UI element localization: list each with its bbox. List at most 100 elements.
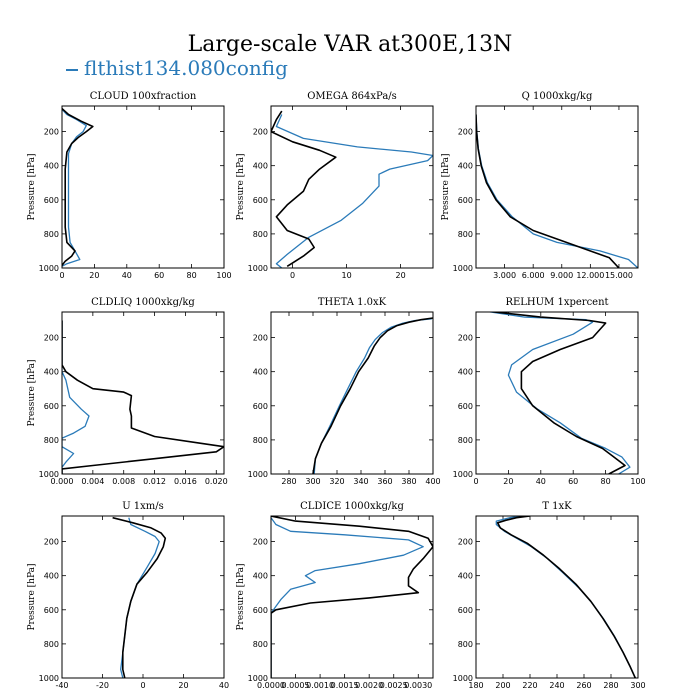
y-tick-label: 1000 xyxy=(248,674,268,683)
series-line-config xyxy=(271,517,424,678)
series-line-reference xyxy=(62,108,94,266)
x-tick-label: 15.000 xyxy=(605,271,633,280)
panel-title: THETA 1.0xK xyxy=(318,297,387,308)
x-tick-label: 0.0000 xyxy=(257,681,285,690)
series-line-config xyxy=(62,320,90,474)
panel-title: T 1xK xyxy=(542,501,572,512)
y-tick-label: 600 xyxy=(458,196,473,205)
y-tick-label: 400 xyxy=(44,162,59,171)
legend-line-swatch xyxy=(66,68,78,71)
series-line-config xyxy=(486,312,631,474)
series-line-reference xyxy=(271,516,433,678)
legend: flthist134.080config xyxy=(66,56,288,80)
x-tick-label: 60 xyxy=(568,477,578,486)
x-tick-label: 320 xyxy=(329,477,344,486)
y-tick-label: 800 xyxy=(458,230,473,239)
y-tick-label: 200 xyxy=(253,128,268,137)
x-tick-label: 0.0025 xyxy=(380,681,408,690)
x-tick-label: 280 xyxy=(281,477,296,486)
x-tick-label: 100 xyxy=(630,477,645,486)
x-tick-label: 20 xyxy=(503,477,513,486)
y-tick-label: 600 xyxy=(44,402,59,411)
series-line-reference xyxy=(62,320,224,474)
y-axis-label: Pressure [hPa] xyxy=(27,359,37,426)
x-tick-label: 220 xyxy=(522,681,537,690)
panel-8: CLDICE 1000xkg/kg20040060080010000.00000… xyxy=(236,501,434,690)
x-tick-label: -40 xyxy=(55,681,68,690)
y-tick-label: 1000 xyxy=(453,674,473,683)
y-tick-label: 200 xyxy=(458,334,473,343)
y-tick-label: 200 xyxy=(44,538,59,547)
panel-5: THETA 1.0xK 200 400 600 800 1000 280 300 320 340 3… xyxy=(248,297,441,486)
x-tick-label: 180 xyxy=(468,681,483,690)
y-tick-label: 200 xyxy=(253,334,268,343)
x-tick-label: 200 xyxy=(495,681,510,690)
panel-title: CLOUD 100xfraction xyxy=(90,91,197,102)
y-tick-label: 400 xyxy=(458,368,473,377)
panel-title: U 1xm/s xyxy=(122,501,164,512)
y-tick-label: 400 xyxy=(253,162,268,171)
plot-frame xyxy=(61,105,225,269)
y-tick-label: 1000 xyxy=(453,264,473,273)
x-tick-label: 280 xyxy=(603,681,618,690)
x-tick-label: 80 xyxy=(187,271,197,280)
x-tick-label: 0.0015 xyxy=(331,681,359,690)
y-tick-label: 800 xyxy=(253,640,268,649)
x-tick-label: 0.008 xyxy=(112,477,135,486)
y-tick-label: 1000 xyxy=(39,470,59,479)
y-tick-label: 400 xyxy=(458,572,473,581)
x-tick-label: 0.0005 xyxy=(282,681,310,690)
x-tick-label: 0.016 xyxy=(174,477,197,486)
y-tick-label: 800 xyxy=(253,436,268,445)
y-tick-label: 600 xyxy=(253,402,268,411)
y-tick-label: 200 xyxy=(458,128,473,137)
y-tick-label: 800 xyxy=(44,436,59,445)
x-tick-label: 100 xyxy=(216,271,231,280)
y-axis-label: Pressure [hPa] xyxy=(236,153,246,220)
x-tick-label: 0.0030 xyxy=(404,681,432,690)
plot-frame xyxy=(270,105,434,269)
series-line-config xyxy=(476,114,638,268)
y-tick-label: 1000 xyxy=(248,264,268,273)
plot-frame xyxy=(475,105,639,269)
plot-frame xyxy=(61,515,225,679)
x-tick-label: 0 xyxy=(59,271,64,280)
x-tick-label: 0.000 xyxy=(51,477,74,486)
x-tick-label: 400 xyxy=(425,477,440,486)
series-line-reference xyxy=(496,516,637,678)
y-tick-label: 200 xyxy=(458,538,473,547)
y-tick-label: 400 xyxy=(44,368,59,377)
panel-title: OMEGA 864xPa/s xyxy=(307,91,397,102)
y-tick-label: 600 xyxy=(44,196,59,205)
x-tick-label: 340 xyxy=(353,477,368,486)
x-tick-label: 0.0010 xyxy=(306,681,334,690)
plot-frame xyxy=(475,515,639,679)
x-tick-label: -20 xyxy=(96,681,109,690)
panel-title: CLDLIQ 1000xkg/kg xyxy=(91,297,195,308)
x-tick-label: 0 xyxy=(473,477,478,486)
y-tick-label: 200 xyxy=(253,538,268,547)
x-tick-label: 40 xyxy=(122,271,132,280)
series-line-reference xyxy=(487,312,626,474)
y-axis-label: Pressure [hPa] xyxy=(27,153,37,220)
y-tick-label: 400 xyxy=(44,572,59,581)
plot-frame xyxy=(475,311,639,475)
y-tick-label: 600 xyxy=(458,606,473,615)
y-tick-label: 1000 xyxy=(453,470,473,479)
y-tick-label: 200 xyxy=(44,128,59,137)
x-tick-label: 9.000 xyxy=(550,271,573,280)
x-tick-label: 260 xyxy=(576,681,591,690)
series-line-config xyxy=(275,114,433,268)
x-tick-label: 20 xyxy=(89,271,99,280)
x-tick-label: 0 xyxy=(140,681,145,690)
x-tick-label: 20 xyxy=(178,681,188,690)
y-tick-label: 400 xyxy=(458,162,473,171)
x-tick-label: 10 xyxy=(342,271,352,280)
x-tick-label: 60 xyxy=(154,271,164,280)
series-line-reference xyxy=(271,110,337,267)
x-tick-label: 40 xyxy=(536,477,546,486)
